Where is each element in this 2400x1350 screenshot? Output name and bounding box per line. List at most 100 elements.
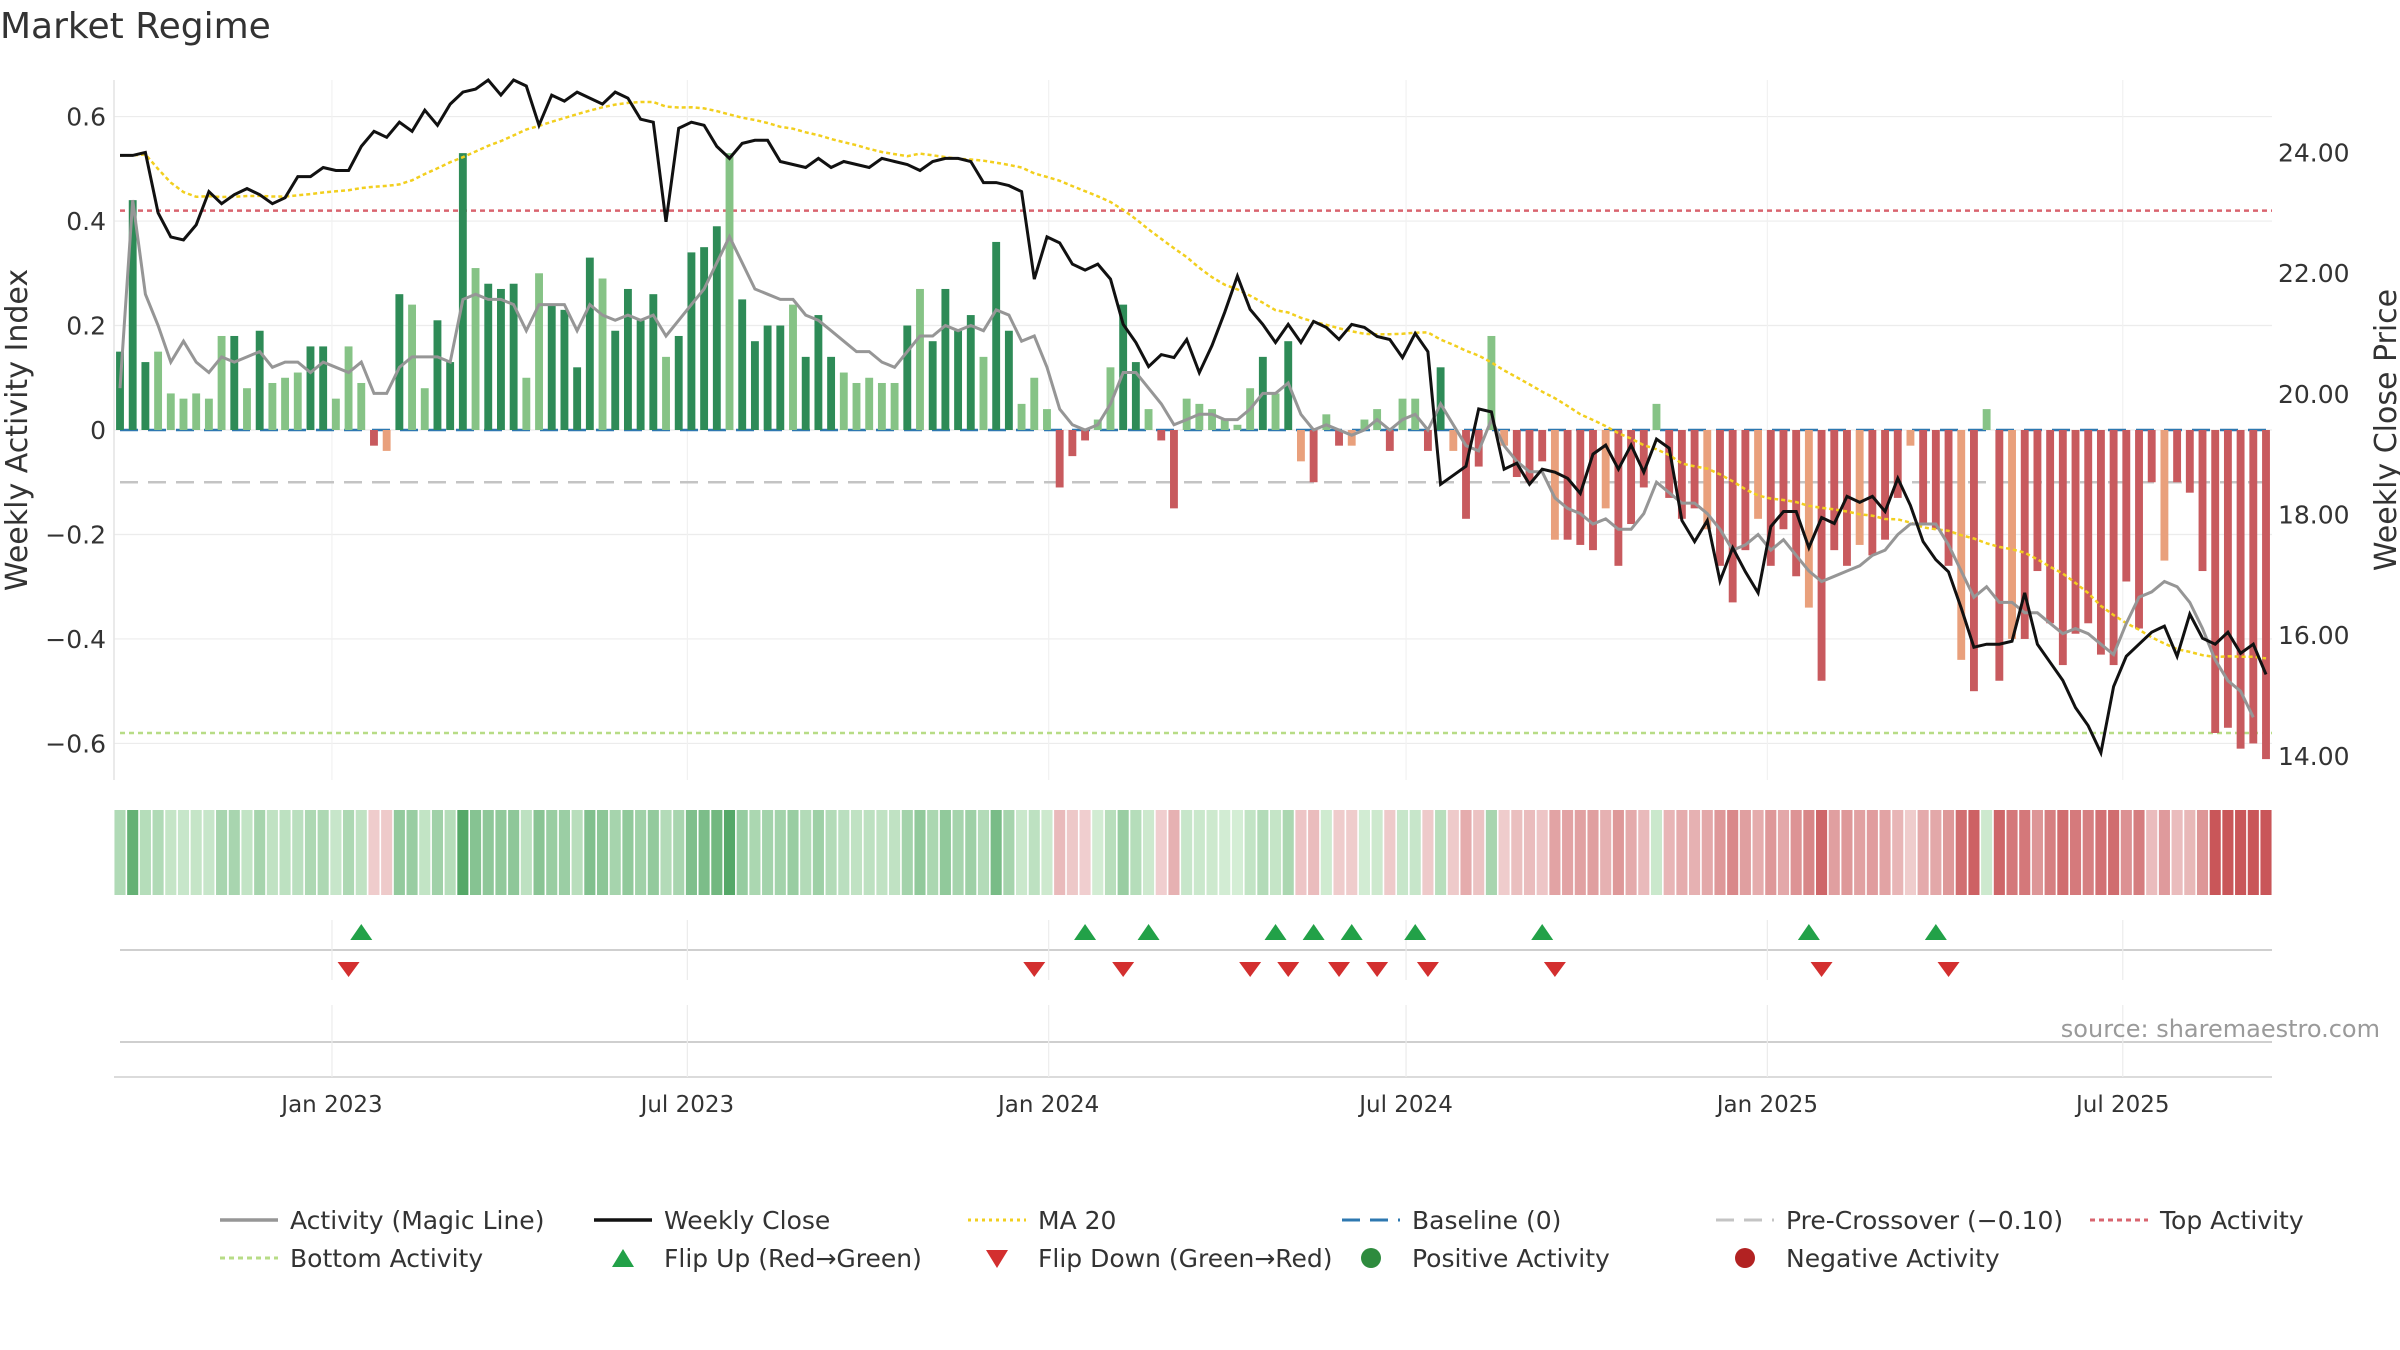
legend-item-baseline: Baseline (0) [1340, 1205, 1714, 1235]
regime-cell [139, 810, 151, 895]
x-tick-label: Jul 2025 [2074, 1092, 2170, 1118]
legend-label: Flip Down (Green→Red) [1038, 1243, 1333, 1273]
activity-bar [763, 325, 772, 430]
activity-bar [1589, 430, 1597, 551]
legend-label: Top Activity [2160, 1205, 2304, 1235]
activity-bar [636, 320, 645, 430]
activity-bar [2109, 430, 2118, 666]
legend-item-weekly-close: Weekly Close [592, 1205, 966, 1235]
flip-down-marker [1023, 962, 1046, 977]
regime-cell [927, 810, 939, 895]
regime-cell [533, 810, 545, 895]
activity-bar [395, 294, 404, 430]
flip-up-marker [1074, 924, 1097, 940]
activity-bar [1804, 430, 1813, 608]
regime-cell [1269, 810, 1282, 895]
regime-cell [2222, 810, 2234, 895]
activity-bar [1893, 430, 1902, 498]
activity-bar [890, 382, 899, 430]
activity-bar [916, 288, 924, 430]
activity-bar [992, 241, 1001, 430]
activity-bar [1970, 430, 1978, 692]
activity-bar [154, 351, 163, 430]
legend-label: Positive Activity [1412, 1243, 1610, 1273]
regime-cell [1536, 810, 1548, 895]
activity-bar [281, 377, 290, 430]
activity-bar [1576, 430, 1585, 545]
regime-cell [1079, 810, 1091, 895]
legend-label: Activity (Magic Line) [290, 1205, 545, 1235]
regime-cell [1282, 810, 1294, 895]
activity-bar [662, 356, 670, 430]
flip-up-marker [1302, 924, 1325, 940]
legend-item-flip-up: Flip Up (Red→Green) [592, 1243, 966, 1273]
regime-cell [825, 810, 837, 895]
regime-cell [1028, 810, 1040, 895]
activity-bar [116, 351, 124, 430]
regime-cell [1625, 810, 1637, 895]
activity-bar [1677, 430, 1686, 519]
activity-bar [966, 315, 975, 430]
source-note: source: sharemaestro.com [2060, 1015, 2380, 1043]
activity-bar [573, 367, 582, 430]
activity-bar [1322, 414, 1331, 430]
regime-cell [1066, 810, 1078, 895]
activity-bar [1398, 398, 1407, 430]
regime-cell [1904, 810, 1916, 895]
regime-cell [1473, 810, 1485, 895]
flip-up-marker [1924, 924, 1947, 940]
regime-cell [152, 810, 164, 895]
activity-bar [903, 325, 912, 430]
regime-cell [1130, 810, 1142, 895]
activity-bar [306, 346, 315, 430]
regime-cell [1320, 810, 1332, 895]
regime-cell [1104, 810, 1117, 895]
legend-item-top-activity: Top Activity [2088, 1205, 2358, 1235]
activity-bar [623, 288, 632, 430]
legend-label: Weekly Close [664, 1205, 831, 1235]
activity-bar [293, 372, 302, 430]
activity-bar [1309, 430, 1318, 483]
activity-bar [243, 388, 251, 430]
activity-bar [446, 362, 455, 430]
legend-label: Flip Up (Red→Green) [664, 1243, 922, 1273]
activity-bar [1931, 430, 1940, 530]
legend-item-bottom-activity: Bottom Activity [218, 1243, 592, 1273]
activity-bar [509, 283, 518, 430]
activity-bar [1957, 430, 1966, 660]
regime-cell [1612, 810, 1624, 895]
regime-cell [241, 810, 253, 895]
regime-cell [889, 810, 901, 895]
activity-bar [1157, 430, 1166, 441]
activity-bar [128, 200, 137, 430]
activity-bar [370, 430, 378, 446]
regime-cell [1714, 810, 1726, 895]
y-tick-label-left: 0.2 [66, 312, 106, 341]
regime-cell [1587, 810, 1599, 895]
y-tick-label-left: −0.6 [45, 729, 106, 758]
regime-cell [723, 810, 736, 895]
regime-cell [1739, 810, 1751, 895]
activity-bar [1906, 430, 1915, 446]
activity-bar [687, 252, 696, 430]
regime-cell [2120, 810, 2132, 895]
regime-cell [1701, 810, 1713, 895]
regime-cell [2108, 810, 2120, 895]
regime-cell [1689, 810, 1701, 895]
regime-cell [546, 810, 558, 895]
activity-bar [420, 388, 429, 430]
regime-cell [2057, 810, 2069, 895]
flip-up-marker [1264, 924, 1287, 940]
legend-item-pre-crossover: Pre-Crossover (−0.10) [1714, 1205, 2088, 1235]
regime-cell [1803, 810, 1815, 895]
activity-bar [2147, 430, 2156, 483]
flip-down-marker [1543, 962, 1566, 977]
activity-bar [1004, 330, 1013, 430]
activity-bar [1830, 430, 1839, 551]
activity-bar [611, 330, 620, 430]
regime-cell [635, 810, 647, 895]
regime-cell [1231, 810, 1243, 895]
regime-cell [393, 810, 405, 895]
flip-up-marker [1531, 924, 1554, 940]
flip-down-marker [1112, 962, 1135, 977]
